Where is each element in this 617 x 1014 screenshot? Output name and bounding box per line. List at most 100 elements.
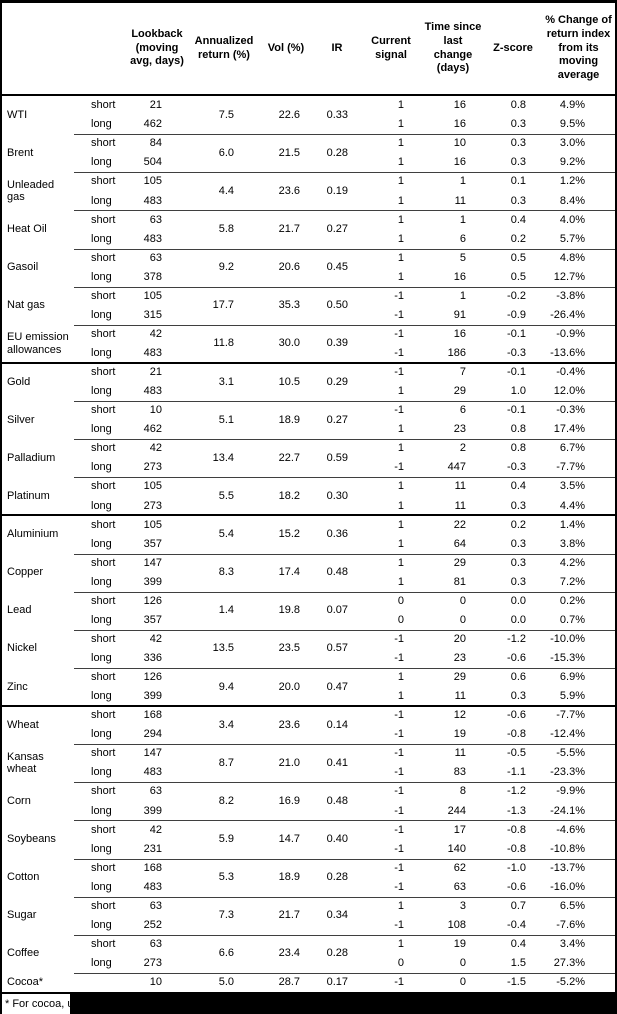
cell-annualized-return: 11.8 <box>213 337 234 350</box>
cell-position: long <box>91 347 112 360</box>
cell-current-signal: 1 <box>397 556 404 569</box>
cell-time-since-change: 1 <box>459 289 466 302</box>
cell-vol: 21.7 <box>278 223 300 236</box>
cell-lookback: 42 <box>149 327 162 340</box>
cell-position: short <box>91 747 116 760</box>
cell-pct-change: 3.5% <box>559 480 585 493</box>
cell-time-since-change: 16 <box>453 99 466 112</box>
cell-zscore: -1.1 <box>507 766 526 779</box>
cell-ir: 0.40 <box>326 833 348 846</box>
cell-position: short <box>91 137 116 150</box>
cell-current-signal: -1 <box>394 709 404 722</box>
cell-annualized-return: 17.7 <box>212 299 234 312</box>
cell-current-signal: 1 <box>397 937 404 950</box>
cell-lookback: 105 <box>143 175 162 188</box>
cell-time-since-change: 23 <box>453 652 466 665</box>
commodity-name: Coffee <box>7 947 40 960</box>
cell-vol: 28.7 <box>278 976 300 989</box>
cell-position: long <box>91 613 112 626</box>
commodity-name: Soybeans <box>7 833 56 846</box>
cell-zscore: 0.5 <box>510 251 526 264</box>
commodity-group: Lead short 126 0 0 0.0 0.2% long 357 0 0 0.0 0.7% 1.4… <box>2 591 615 630</box>
cell-current-signal: -1 <box>394 823 404 836</box>
cell-current-signal: 1 <box>397 213 404 226</box>
redaction-bar <box>70 994 615 1014</box>
cell-position: long <box>91 537 112 550</box>
cell-pct-change: -24.1% <box>550 804 585 817</box>
cell-annualized-return: 13.4 <box>212 451 234 464</box>
cell-time-since-change: 6 <box>459 232 466 245</box>
cell-ir: 0.28 <box>326 871 348 884</box>
cell-vol: 20.6 <box>278 261 300 274</box>
commodity-group: Gold short 21 -1 7 -0.1 -0.4% long 483 1 29 1.0 12.0… <box>2 361 615 401</box>
cell-current-signal: -1 <box>394 366 404 379</box>
cell-zscore: 0.0 <box>510 613 526 626</box>
cell-pct-change: -4.6% <box>556 823 585 836</box>
cell-vol: 19.8 <box>278 604 300 617</box>
cell-time-since-change: 23 <box>453 423 466 436</box>
cell-current-signal: -1 <box>394 652 404 665</box>
cell-lookback: 105 <box>143 518 162 531</box>
cell-pct-change: 8.4% <box>559 194 585 207</box>
cell-position: long <box>91 118 112 131</box>
cell-annualized-return: 13.5 <box>212 642 234 655</box>
cell-vol: 35.3 <box>278 299 300 312</box>
cell-zscore: -1.3 <box>507 804 526 817</box>
cell-vol: 22.6 <box>278 108 300 121</box>
commodity-name: Wheat <box>7 718 39 731</box>
cell-current-signal: -1 <box>394 804 404 817</box>
cell-lookback: 21 <box>149 366 162 379</box>
cell-pct-change: -5.2% <box>556 976 585 989</box>
cell-vol: 17.4 <box>278 566 300 579</box>
cell-time-since-change: 140 <box>447 842 466 855</box>
cell-pct-change: 12.0% <box>553 385 585 398</box>
cell-lookback: 231 <box>143 842 162 855</box>
cell-position: short <box>91 213 116 226</box>
cell-pct-change: 4.4% <box>559 499 585 512</box>
commodity-name: Lead <box>7 604 32 617</box>
cell-position: short <box>91 366 116 379</box>
cell-ir: 0.14 <box>326 718 348 731</box>
cell-current-signal: -1 <box>394 728 404 741</box>
commodity-name: Heat Oil <box>7 223 47 236</box>
commodity-group: Cocoa* 10 -1 0 -1.5 -5.2% 5.0 28.7 0.17 <box>2 972 615 992</box>
cell-annualized-return: 7.5 <box>218 108 234 121</box>
cell-vol: 16.9 <box>278 794 300 807</box>
cell-current-signal: 0 <box>397 957 404 970</box>
commodity-group: Gasoil short 63 1 5 0.5 4.8% long 378 1 16 0.5 12.7%… <box>2 248 615 287</box>
cell-position: short <box>91 709 116 722</box>
commodity-name: Sugar <box>7 909 37 922</box>
cell-annualized-return: 5.5 <box>218 489 234 502</box>
cell-position: short <box>91 594 116 607</box>
cell-pct-change: 6.5% <box>559 899 585 912</box>
cell-pct-change: 4.8% <box>559 251 585 264</box>
cell-lookback: 483 <box>143 232 162 245</box>
cell-current-signal: -1 <box>394 861 404 874</box>
cell-time-since-change: 16 <box>453 118 466 131</box>
cell-position: short <box>91 556 116 569</box>
cell-lookback: 63 <box>149 213 162 226</box>
cell-ir: 0.27 <box>326 413 348 426</box>
cell-zscore: 0.6 <box>510 671 526 684</box>
cell-current-signal: 1 <box>397 156 404 169</box>
cell-current-signal: -1 <box>394 918 404 931</box>
cell-time-since-change: 3 <box>459 899 466 912</box>
commodity-group: Soybeans short 42 -1 17 -0.8 -4.6% long 231 -1 140… <box>2 820 615 858</box>
cell-zscore: -0.4 <box>507 918 526 931</box>
cell-current-signal: 1 <box>397 499 404 512</box>
cell-position: long <box>91 308 112 321</box>
cell-zscore: -0.8 <box>507 842 526 855</box>
cell-pct-change: -7.6% <box>556 918 585 931</box>
cell-vol: 23.4 <box>278 947 300 960</box>
cell-position: long <box>91 423 112 436</box>
cell-lookback: 315 <box>143 308 162 321</box>
cell-current-signal: 1 <box>397 518 404 531</box>
cell-position: long <box>91 804 112 817</box>
commodity-group: Unleaded gas short 105 1 1 0.1 1.2% long 483 1 11 0… <box>2 172 615 210</box>
cell-zscore: 0.2 <box>510 232 526 245</box>
cell-current-signal: 1 <box>397 480 404 493</box>
cell-lookback: 399 <box>143 690 162 703</box>
cell-position: short <box>91 175 116 188</box>
cell-pct-change: -9.9% <box>556 785 585 798</box>
cell-position: short <box>91 937 116 950</box>
